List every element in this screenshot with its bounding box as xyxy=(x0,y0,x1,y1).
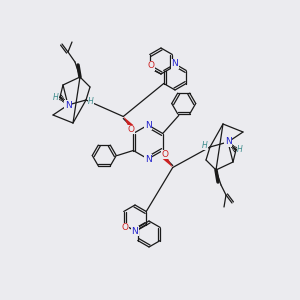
Text: O: O xyxy=(121,223,128,232)
Text: O: O xyxy=(148,61,154,70)
Text: H: H xyxy=(202,140,208,149)
Text: O: O xyxy=(128,125,135,134)
Polygon shape xyxy=(163,156,173,167)
Text: N: N xyxy=(145,121,152,130)
Text: N: N xyxy=(225,137,231,146)
Text: N: N xyxy=(172,59,178,68)
Text: N: N xyxy=(132,226,138,236)
Text: H: H xyxy=(237,146,243,154)
Text: N: N xyxy=(145,154,152,164)
Text: O: O xyxy=(161,150,168,159)
Text: N: N xyxy=(64,100,71,109)
Text: H: H xyxy=(53,92,59,101)
Polygon shape xyxy=(123,116,133,128)
Text: H: H xyxy=(88,98,94,106)
